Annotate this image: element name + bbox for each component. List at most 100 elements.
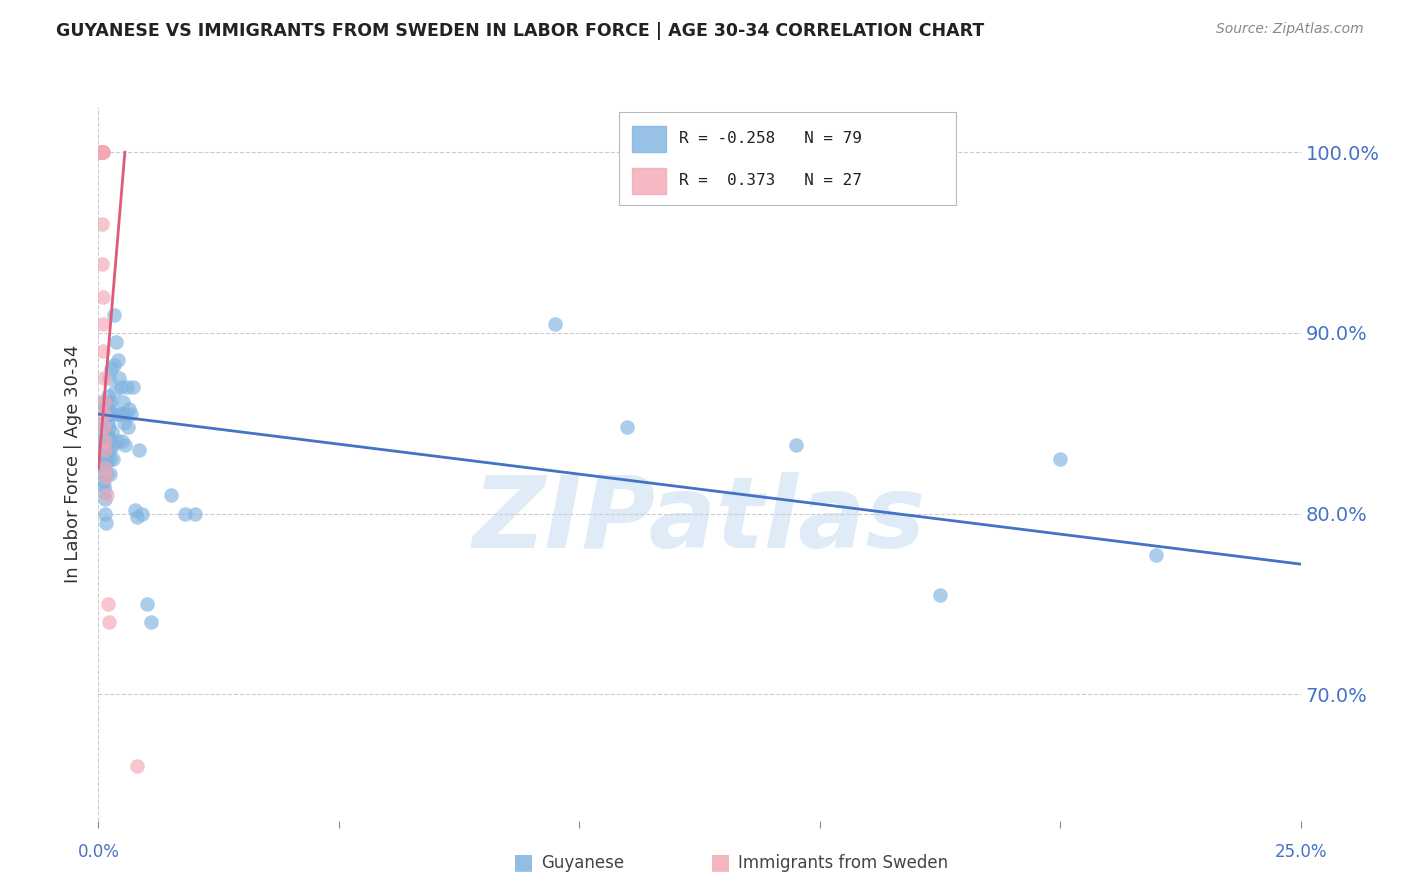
Point: [93, 479, 115, 493]
Text: 25.0%: 25.0%: [1274, 843, 1327, 861]
Point: [91, 394, 114, 409]
Point: [104, 334, 127, 349]
Point: [159, 488, 181, 502]
Point: [125, 510, 148, 524]
Point: [91, 459, 114, 474]
Point: [174, 507, 197, 521]
Point: [93, 394, 115, 409]
Point: [91, 145, 114, 160]
Point: [112, 394, 135, 409]
Point: [96, 452, 118, 467]
Text: ■: ■: [513, 853, 534, 872]
Text: Guyanese: Guyanese: [541, 855, 624, 872]
Point: [97, 401, 120, 416]
Point: [94, 491, 117, 506]
Point: [100, 394, 122, 409]
Text: ZIPatlas: ZIPatlas: [472, 473, 927, 569]
Point: [101, 407, 124, 421]
Point: [122, 380, 145, 394]
Point: [100, 362, 122, 376]
Point: [114, 438, 136, 452]
Point: [89, 145, 111, 160]
Point: [93, 407, 115, 421]
Point: [97, 389, 120, 403]
Text: R =  0.373   N = 27: R = 0.373 N = 27: [679, 173, 862, 188]
Point: [98, 434, 121, 449]
Point: [104, 407, 127, 421]
Point: [101, 425, 124, 440]
Point: [103, 359, 125, 373]
Point: [107, 371, 129, 385]
Point: [98, 371, 121, 385]
Point: [91, 290, 114, 304]
Point: [91, 317, 114, 331]
Point: [98, 394, 121, 409]
Point: [91, 401, 114, 416]
Point: [94, 456, 117, 470]
Point: [91, 416, 114, 430]
Text: 0.0%: 0.0%: [77, 843, 120, 861]
Point: [98, 443, 121, 458]
Point: [110, 407, 132, 421]
Point: [1049, 452, 1071, 467]
Point: [96, 467, 118, 481]
Point: [91, 145, 114, 160]
Point: [91, 474, 114, 488]
Point: [135, 597, 157, 611]
Point: [785, 438, 807, 452]
Point: [91, 257, 114, 271]
Text: Source: ZipAtlas.com: Source: ZipAtlas.com: [1216, 22, 1364, 37]
Point: [91, 145, 114, 160]
Point: [91, 218, 114, 232]
Point: [103, 308, 125, 322]
Point: [93, 371, 115, 385]
Point: [105, 434, 128, 449]
Text: Immigrants from Sweden: Immigrants from Sweden: [738, 855, 948, 872]
Point: [94, 434, 117, 449]
Bar: [633, 126, 666, 152]
Point: [118, 401, 141, 416]
Point: [101, 438, 124, 452]
Point: [544, 317, 567, 331]
Point: [91, 449, 114, 463]
Point: [93, 443, 115, 458]
Point: [97, 597, 120, 611]
Point: [98, 419, 121, 434]
Point: [124, 503, 146, 517]
Point: [94, 443, 117, 458]
Point: [90, 145, 112, 160]
Point: [91, 145, 114, 160]
Point: [107, 353, 129, 368]
Text: R = -0.258   N = 79: R = -0.258 N = 79: [679, 131, 862, 146]
Point: [93, 452, 115, 467]
Point: [91, 438, 114, 452]
Point: [98, 467, 121, 481]
Text: GUYANESE VS IMMIGRANTS FROM SWEDEN IN LABOR FORCE | AGE 30-34 CORRELATION CHART: GUYANESE VS IMMIGRANTS FROM SWEDEN IN LA…: [56, 22, 984, 40]
Point: [141, 615, 163, 629]
Point: [98, 407, 121, 421]
Point: [93, 419, 115, 434]
Point: [94, 443, 117, 458]
Point: [97, 416, 120, 430]
Point: [96, 488, 118, 502]
Point: [108, 407, 131, 421]
Point: [96, 401, 118, 416]
Point: [94, 516, 117, 530]
Point: [91, 145, 114, 160]
Point: [128, 443, 150, 458]
Point: [98, 452, 121, 467]
Point: [91, 442, 114, 456]
Point: [96, 429, 118, 443]
Text: ■: ■: [710, 853, 731, 872]
Point: [96, 443, 118, 458]
Point: [117, 380, 139, 394]
Point: [91, 145, 114, 160]
Point: [120, 407, 142, 421]
Bar: [633, 168, 666, 194]
Point: [91, 467, 114, 481]
Point: [91, 425, 114, 440]
Point: [94, 470, 117, 484]
Point: [183, 507, 205, 521]
Point: [112, 416, 135, 430]
Point: [91, 343, 114, 358]
